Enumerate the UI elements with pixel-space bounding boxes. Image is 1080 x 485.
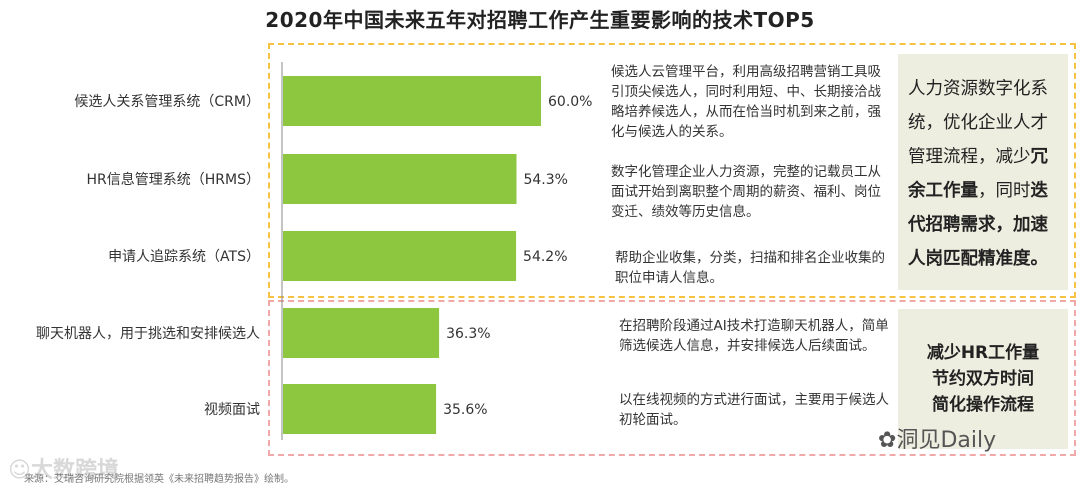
- value-label-4: 35.6%: [443, 402, 487, 418]
- description-video: 以在线视频的方式进行面试，主要用于候选人初轮面试。: [619, 392, 889, 428]
- bar-0: [283, 76, 541, 126]
- watermark-right: ✿洞见Daily: [878, 428, 997, 453]
- description-ats: 帮助企业收集，分类，扫描和排名企业收集的职位申请人信息。: [615, 250, 885, 286]
- description-chatbot: 在招聘阶段通过AI技术打造聊天机器人，简单筛选候选人信息，并安排候选人后续面试。: [619, 318, 889, 354]
- source-note: 来源：艾瑞咨询研究院根据领英《未来招聘趋势报告》绘制。: [24, 474, 294, 485]
- summary-bottom-line-3: 简化操作流程: [932, 395, 1034, 415]
- category-label-3: 聊天机器人，用于挑选和安排候选人: [36, 326, 260, 342]
- chart-title: 2020年中国未来五年对招聘工作产生重要影响的技术TOP5: [265, 8, 815, 32]
- watermark-left-icon: ☺: [8, 458, 31, 483]
- value-label-3: 36.3%: [446, 326, 490, 342]
- bar-3: [283, 308, 440, 358]
- category-label-2: 申请人追踪系统（ATS）: [108, 249, 260, 265]
- value-label-0: 60.0%: [548, 94, 592, 110]
- summary-top-text-2: ，同时: [978, 181, 1031, 201]
- summary-panel-top: 人力资源数字化系统，优化企业人才管理流程，减少冗余工作量，同时迭代招聘需求，加速…: [898, 54, 1068, 290]
- summary-top-bold-2: 迭代招聘需求，加速人岗匹配精准度。: [908, 181, 1048, 269]
- summary-panel-bottom: 减少HR工作量 节约双方时间 简化操作流程: [898, 309, 1068, 449]
- value-label-1: 54.3%: [523, 172, 567, 188]
- wechat-icon: ✿: [878, 428, 897, 453]
- description-crm: 候选人云管理平台，利用高级招聘营销工具吸引顶尖候选人，同时利用短、中、长期接洽战…: [611, 64, 881, 140]
- category-label-1: HR信息管理系统（HRMS）: [87, 171, 260, 188]
- highlight-box-bottom: [268, 300, 1076, 456]
- bar-2: [283, 231, 517, 281]
- bar-4: [283, 384, 437, 434]
- description-hrms: 数字化管理企业人力资源，完整的记载员工从面试开始到离职整个周期的薪资、福利、岗位…: [611, 164, 881, 220]
- summary-bottom-line-2: 节约双方时间: [932, 369, 1034, 389]
- summary-top-text-1: 人力资源数字化系统，优化企业人才管理流程，减少: [908, 79, 1048, 167]
- highlight-box-top: [268, 43, 1076, 298]
- value-label-2: 54.2%: [523, 249, 567, 265]
- summary-bottom-line-1: 减少HR工作量: [926, 343, 1040, 363]
- category-label-0: 候选人关系管理系统（CRM）: [74, 94, 260, 110]
- category-label-4: 视频面试: [204, 402, 260, 418]
- bar-1: [283, 154, 517, 204]
- watermark-left: ☺大数跨境: [8, 458, 119, 483]
- summary-top-bold-1: 冗余工作量: [908, 147, 1048, 201]
